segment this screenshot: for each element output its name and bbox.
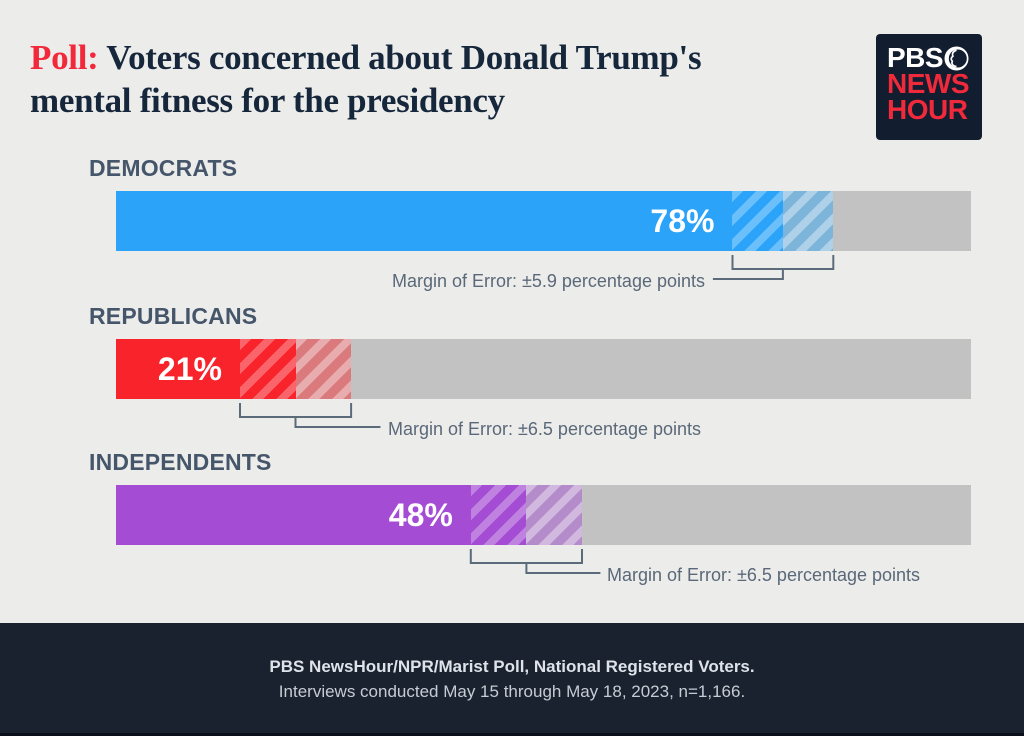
bar-value-label: 21% (157, 351, 222, 387)
title-line-1-text: Voters concerned about Donald Trump's (98, 38, 702, 77)
moe-inner-hatch (239, 339, 296, 399)
moe-annotation: Margin of Error: ±5.9 percentage points (391, 271, 705, 291)
title-line-1: Poll: Voters concerned about Donald Trum… (30, 36, 810, 79)
bar-value-label: 78% (650, 203, 715, 239)
bar-value-label: 48% (388, 497, 453, 533)
category-label: REPUBLICANS (89, 303, 258, 329)
moe-outer-hatch (782, 191, 834, 251)
bar-track: 21% (116, 339, 971, 399)
title-line-2: mental fitness for the presidency (30, 81, 505, 120)
footer-source-line: PBS NewsHour/NPR/Marist Poll, National R… (269, 657, 755, 676)
footer-bottom-edge (0, 733, 1024, 736)
bar-group-democrats: DEMOCRATS 78% Margin of Error: ±5.9 perc… (0, 155, 1024, 303)
bar-track: 78% (116, 191, 971, 251)
bar-group-independents: INDEPENDENTS 48% Margin of Error: ±6.5 p… (0, 449, 1024, 597)
bar-value-segment (116, 339, 240, 399)
moe-inner-hatch (470, 485, 527, 545)
logo-pbs-text: PBS (887, 42, 944, 73)
bar-value-segment (116, 191, 733, 251)
source-footer: PBS NewsHour/NPR/Marist Poll, National R… (0, 623, 1024, 736)
title-prefix: Poll: (30, 38, 99, 77)
bar-value-segment (116, 485, 471, 545)
logo-news-text: NEWS (887, 68, 970, 99)
moe-annotation: Margin of Error: ±6.5 percentage points (388, 419, 702, 439)
category-label: DEMOCRATS (89, 155, 238, 181)
page-title: Poll: Voters concerned about Donald Trum… (30, 36, 810, 122)
moe-outer-hatch (526, 485, 582, 545)
pbs-head-icon (944, 46, 969, 70)
pbs-newshour-logo: PBS NEWS HOUR (876, 34, 982, 140)
moe-outer-hatch (295, 339, 352, 399)
logo-pbs-row: PBS (887, 42, 982, 73)
logo-hour-text: HOUR (887, 94, 968, 125)
moe-annotation: Margin of Error: ±6.5 percentage points (607, 565, 921, 585)
bar-group-republicans: REPUBLICANS 21% Margin of Error: ±6.5 pe… (0, 303, 1024, 451)
footer-methodology-line: Interviews conducted May 15 through May … (278, 682, 746, 701)
moe-inner-hatch (732, 191, 783, 251)
bar-track: 48% (116, 485, 971, 545)
category-label: INDEPENDENTS (89, 449, 272, 475)
